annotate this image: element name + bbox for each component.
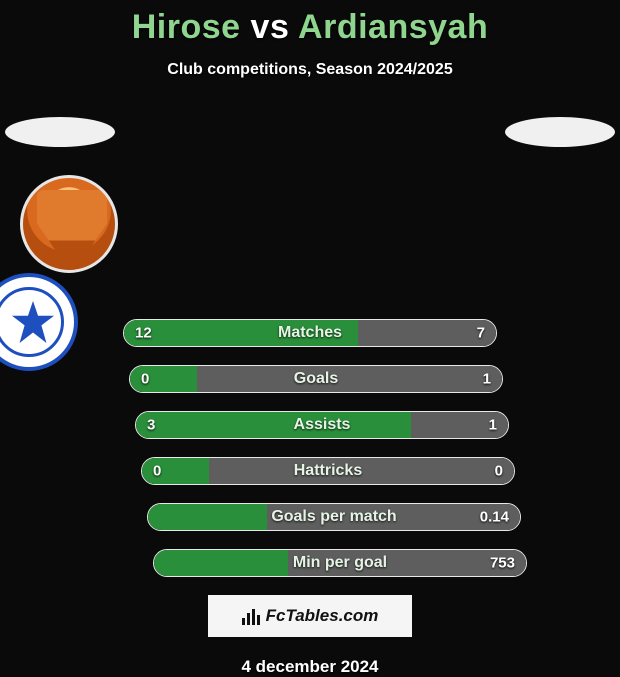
stat-row: 0.14 Goals per match bbox=[147, 503, 521, 531]
brand-badge: FcTables.com bbox=[208, 595, 412, 637]
stat-fill-right bbox=[358, 320, 496, 346]
subtitle: Club competitions, Season 2024/2025 bbox=[0, 61, 620, 79]
title-player-b: Ardiansyah bbox=[298, 8, 488, 46]
root: Hirose vs Ardiansyah Club competitions, … bbox=[0, 0, 620, 677]
stat-value-right: 0 bbox=[495, 463, 503, 480]
stat-value-right: 0.14 bbox=[480, 509, 509, 526]
stat-value-left: 12 bbox=[135, 325, 152, 342]
brand-text: FcTables.com bbox=[266, 606, 379, 626]
stat-value-right: 753 bbox=[490, 555, 515, 572]
stat-label: Hattricks bbox=[294, 462, 362, 480]
stat-label: Assists bbox=[294, 416, 351, 434]
stat-value-left: 0 bbox=[153, 463, 161, 480]
stat-row: 0 1 Goals bbox=[129, 365, 503, 393]
player-b-oval bbox=[505, 117, 615, 147]
stat-row: 12 7 Matches bbox=[123, 319, 497, 347]
stat-value-left: 0 bbox=[141, 371, 149, 388]
stat-fill-left bbox=[136, 412, 411, 438]
date-line: 4 december 2024 bbox=[0, 657, 620, 677]
stat-label: Goals bbox=[294, 370, 338, 388]
stat-value-right: 1 bbox=[489, 417, 497, 434]
stat-bars: 12 7 Matches 0 1 Goals 3 1 Assists 0 0 Hattricks 0.1… bbox=[0, 319, 620, 577]
stat-row: 753 Min per goal bbox=[153, 549, 527, 577]
stat-value-left: 3 bbox=[147, 417, 155, 434]
title-player-a: Hirose bbox=[132, 8, 241, 46]
stat-label: Min per goal bbox=[293, 554, 387, 572]
page-title: Hirose vs Ardiansyah bbox=[0, 8, 620, 47]
stat-row: 3 1 Assists bbox=[135, 411, 509, 439]
stat-value-right: 7 bbox=[477, 325, 485, 342]
stat-fill-left bbox=[154, 550, 288, 576]
stat-fill-left bbox=[148, 504, 267, 530]
stat-fill-right bbox=[197, 366, 502, 392]
stats-zone: 12 7 Matches 0 1 Goals 3 1 Assists 0 0 Hattricks 0.1… bbox=[0, 123, 620, 577]
stat-row: 0 0 Hattricks bbox=[141, 457, 515, 485]
stat-label: Matches bbox=[278, 324, 342, 342]
player-a-oval bbox=[5, 117, 115, 147]
brand-bars-icon bbox=[242, 607, 260, 625]
title-vs: vs bbox=[251, 8, 290, 46]
stat-label: Goals per match bbox=[271, 508, 396, 526]
club-logo-left bbox=[20, 175, 118, 273]
stat-value-right: 1 bbox=[483, 371, 491, 388]
